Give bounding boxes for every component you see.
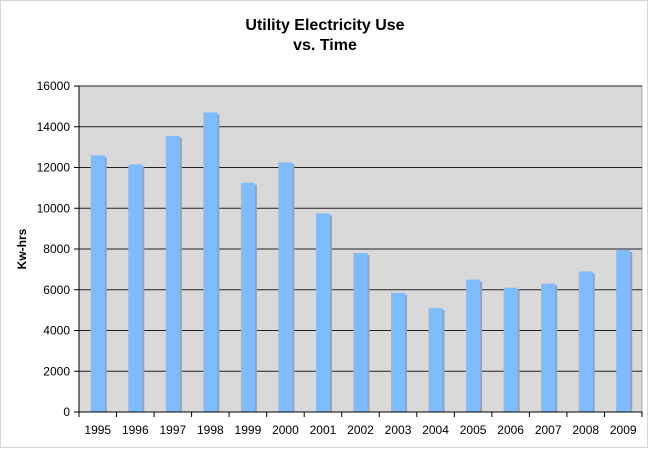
bar-2001 — [315, 213, 330, 412]
x-tick-label: 2005 — [460, 423, 487, 437]
x-tick-label: 1999 — [235, 423, 262, 437]
y-tick-label: 14000 — [37, 120, 71, 134]
y-tick-label: 12000 — [37, 161, 71, 175]
y-tick-label: 2000 — [43, 364, 70, 378]
x-tick-label: 2000 — [272, 423, 299, 437]
x-tick-label: 2009 — [610, 423, 637, 437]
x-tick-label: 2001 — [310, 423, 337, 437]
axes — [74, 85, 643, 417]
y-tick-label: 10000 — [37, 201, 71, 215]
bar-2009 — [616, 250, 631, 412]
bar-1998 — [203, 112, 218, 413]
bar-1995 — [90, 155, 105, 412]
y-tick-label: 0 — [63, 405, 70, 419]
x-tick-label: 1996 — [122, 423, 149, 437]
bar-2000 — [278, 162, 293, 412]
y-tick-label: 6000 — [43, 283, 70, 297]
bar-2002 — [353, 253, 368, 412]
y-tick-label: 16000 — [37, 79, 71, 93]
chart-title: Utility Electricity Use vs. Time — [0, 16, 650, 56]
bar-1999 — [240, 182, 255, 412]
x-tick-label: 2007 — [535, 423, 562, 437]
x-tick-label: 2002 — [347, 423, 374, 437]
bars — [90, 112, 633, 413]
x-tick-label: 1995 — [84, 423, 111, 437]
y-tick-label: 8000 — [43, 242, 70, 256]
bar-1997 — [165, 135, 180, 412]
y-axis-label: Kw-hrs — [15, 228, 29, 269]
x-tick-label: 2008 — [572, 423, 599, 437]
x-tick-label: 2004 — [422, 423, 449, 437]
y-tick-labels: 0 2000 4000 6000 8000 10000 12000 14000 16000 — [37, 79, 71, 419]
chart-title-line-1: Utility Electricity Use — [245, 17, 405, 34]
x-tick-label: 1998 — [197, 423, 224, 437]
bar-2004 — [428, 308, 443, 412]
x-tick-label: 2006 — [497, 423, 524, 437]
x-tick-label: 1997 — [159, 423, 186, 437]
bar-2003 — [391, 292, 406, 412]
bar-1996 — [128, 164, 143, 412]
bar-2005 — [466, 279, 481, 412]
bar-2007 — [541, 283, 556, 412]
bar-2006 — [503, 287, 518, 412]
bar-2008 — [578, 271, 593, 412]
x-tick-label: 2003 — [385, 423, 412, 437]
chart-title-line-2: vs. Time — [293, 37, 357, 54]
y-tick-label: 4000 — [43, 324, 70, 338]
x-tick-labels: 1995 1996 1997 1998 1999 2000 2001 2002 2003 2004… — [84, 423, 636, 437]
